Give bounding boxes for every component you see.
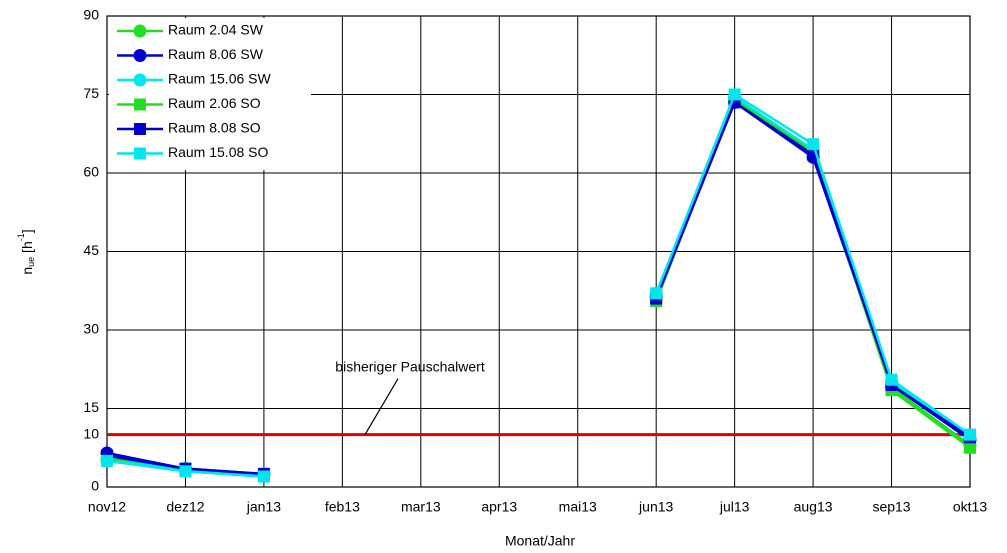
y-axis-label: nue [h-1] xyxy=(16,229,36,274)
marker xyxy=(964,441,976,454)
marker xyxy=(134,123,146,135)
marker xyxy=(179,465,192,478)
legend-label: Raum 15.06 SW xyxy=(168,71,271,87)
marker xyxy=(133,73,147,87)
x-tick-label: dez12 xyxy=(166,499,204,515)
y-tick-label: 45 xyxy=(83,242,99,258)
y-tick-label: 0 xyxy=(91,478,99,494)
marker xyxy=(964,428,976,441)
marker xyxy=(650,287,663,300)
x-tick-label: sep13 xyxy=(872,499,910,515)
legend-label: Raum 2.04 SW xyxy=(168,22,264,38)
marker xyxy=(134,98,146,111)
y-tick-label: 15 xyxy=(83,399,99,415)
marker xyxy=(101,454,113,467)
marker xyxy=(134,147,146,160)
marker xyxy=(885,373,898,386)
x-tick-label: feb13 xyxy=(325,499,360,515)
legend-box xyxy=(109,18,311,170)
x-axis-label: Monat/Jahr xyxy=(505,533,575,549)
annotation-label: bisheriger Pauschalwert xyxy=(335,358,485,374)
x-tick-label: mai13 xyxy=(559,499,597,515)
y-tick-label: 90 xyxy=(83,7,99,23)
legend: Raum 2.04 SW Raum 8.06 SW Raum 15.06 SW Rau… xyxy=(109,18,311,170)
legend-label: Raum 8.06 SW xyxy=(168,46,264,62)
y-tick-label: 10 xyxy=(83,425,99,441)
y-axis-label-part: ] xyxy=(19,229,35,233)
marks xyxy=(100,88,977,483)
x-tick-label: apr13 xyxy=(481,499,517,515)
legend-label: Raum 8.08 SO xyxy=(168,120,261,136)
marker xyxy=(133,24,147,38)
marker xyxy=(807,138,820,151)
x-tick-label: aug13 xyxy=(794,499,833,515)
legend-label: Raum 2.06 SO xyxy=(168,95,261,111)
y-tick-label: 75 xyxy=(83,85,99,101)
marker xyxy=(257,470,270,483)
y-axis-label-part: -1 xyxy=(16,233,26,241)
marker xyxy=(728,88,741,101)
y-axis-label-part: n xyxy=(19,267,35,275)
x-tick-label: okt13 xyxy=(953,499,987,515)
y-tick-label: 60 xyxy=(83,164,99,180)
marker xyxy=(133,49,147,62)
x-tick-label: jan13 xyxy=(246,499,281,515)
x-tick-label: mar13 xyxy=(401,499,441,515)
plot-frame xyxy=(106,15,971,488)
y-axis-label-part: [h xyxy=(19,241,35,257)
y-axis-label-part: ue xyxy=(26,257,36,267)
x-tick-label: jul13 xyxy=(719,499,750,515)
legend-label: Raum 15.08 SO xyxy=(168,144,268,160)
annotation-pointer xyxy=(364,378,399,435)
x-tick-label: nov12 xyxy=(88,499,126,515)
x-tick-label: jun13 xyxy=(638,499,673,515)
y-tick-label: 30 xyxy=(83,321,99,337)
